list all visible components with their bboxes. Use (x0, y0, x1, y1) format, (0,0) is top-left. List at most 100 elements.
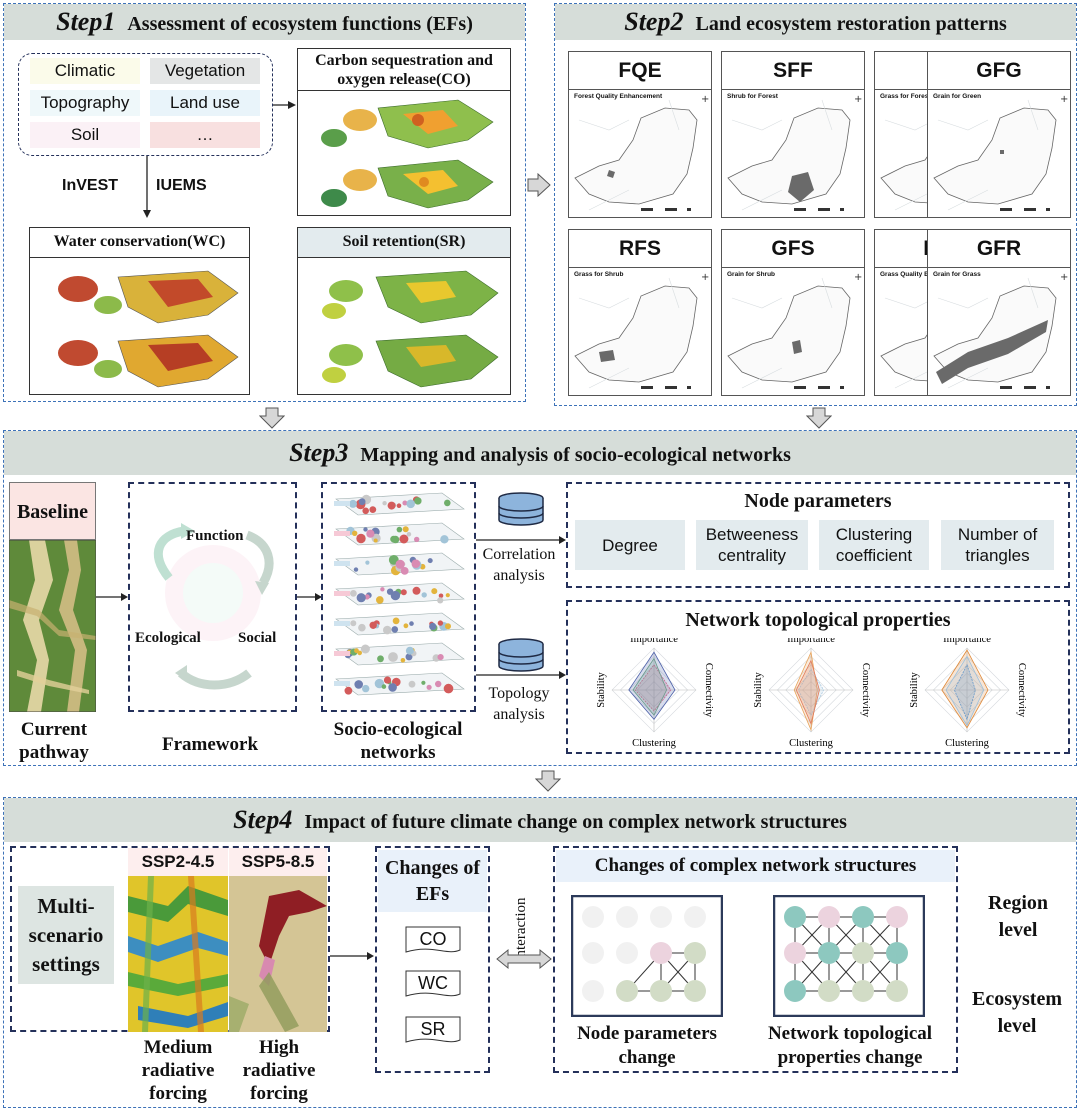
network-node (405, 653, 413, 661)
ef-chip-co: CO (405, 926, 461, 956)
network-node (445, 593, 450, 598)
graph-node (684, 942, 706, 964)
network-node (414, 536, 420, 543)
medium-forcing-label: Medium radiative forcing (141, 1037, 215, 1104)
graph-node (582, 906, 604, 928)
network-node (402, 526, 409, 533)
network-node (399, 534, 409, 544)
network-node (409, 621, 414, 626)
factor-group (18, 53, 273, 156)
network-node (435, 680, 442, 688)
current-pathway-label: Current pathway (19, 719, 89, 763)
scenario-to-efs-arrow (330, 952, 374, 960)
wc-maps (58, 270, 239, 388)
radar-axis-label: Connectivity (860, 663, 871, 718)
network-node (357, 650, 362, 656)
radar-axes (612, 648, 696, 732)
database-icon-correlation (498, 492, 544, 526)
network-node (396, 526, 403, 533)
network-stack (334, 492, 465, 696)
map-code: GFG (928, 52, 1070, 90)
graph-node (784, 942, 806, 964)
radar-axis-label: Stability (596, 671, 607, 707)
radar-axis-label: Importance (630, 638, 678, 645)
network-node (363, 527, 368, 532)
network-node (369, 506, 377, 513)
network-node (443, 683, 454, 694)
model-iuems: IUEMS (156, 177, 207, 194)
map-card-gfg: GFG Grain for Green + (927, 51, 1071, 218)
network-node (356, 593, 366, 603)
node-change-label: Node parameters change (577, 1023, 717, 1068)
radar-series (795, 659, 820, 725)
network-node (362, 684, 370, 693)
correlation-label: Correlation analysis (482, 546, 556, 584)
complex-box (553, 846, 958, 1073)
network-node (440, 535, 449, 544)
network-node (421, 592, 427, 598)
factor-soil: Soil (30, 122, 140, 148)
graph-node (818, 980, 840, 1002)
radar-chart-3: Importance Connectivity Clustering Stabilit… (909, 638, 1027, 749)
network-node (388, 652, 398, 662)
framework-label: Framework (161, 734, 259, 755)
restoration-map: + (933, 94, 1068, 211)
topology-label: Topology analysis (488, 685, 550, 723)
factor-topography: Topography (30, 90, 140, 116)
co-title: Carbon sequestration and oxygen release(… (298, 49, 510, 91)
ssp2-map (128, 876, 228, 1032)
network-layer-tag (334, 531, 350, 536)
step4-number: Step4 (233, 805, 293, 834)
factor-vegetation: Vegetation (150, 58, 260, 84)
svg-text:+: + (701, 272, 709, 283)
network-node (429, 622, 437, 630)
network-layer-tag (334, 501, 350, 506)
restoration-map: + (933, 272, 1068, 389)
step1-number: Step1 (56, 7, 116, 36)
network-node (437, 597, 444, 604)
network-layer-tag (334, 681, 350, 686)
network-node (427, 558, 433, 564)
map-code: GFS (722, 230, 864, 268)
sr-box: Soil retention(SR) (297, 227, 511, 395)
framework-node-ecological: Ecological (135, 630, 201, 646)
co-maps (321, 99, 494, 209)
network-node (344, 686, 353, 695)
graph-node (818, 942, 840, 964)
map-subtitle: Grass Quality Enhancement (880, 271, 967, 278)
radar-axis-label: Importance (787, 638, 835, 645)
radar-axis-label: Stability (753, 671, 764, 707)
radar-series (632, 657, 668, 716)
network-node (354, 680, 363, 689)
map-subtitle: Shrub for Forest (727, 93, 778, 100)
network-node (412, 586, 421, 595)
network-node (402, 500, 408, 506)
restoration-map: + (574, 94, 709, 211)
network-node (365, 560, 370, 565)
node-parameters-box (566, 482, 1070, 588)
network-node (437, 620, 444, 626)
step2-panel: Step2 Land ecosystem restoration pattern… (554, 3, 1077, 406)
co-box: Carbon sequestration and oxygen release(… (297, 48, 511, 216)
restoration-map: + (574, 272, 709, 389)
graph-node (582, 942, 604, 964)
efs-box (375, 846, 490, 1073)
network-node (352, 530, 358, 536)
restoration-map: + (727, 272, 862, 389)
step3-left-arrows (96, 593, 322, 601)
network-layer-tag (334, 621, 350, 626)
step2-title: Land ecosystem restoration patterns (695, 13, 1007, 35)
network-node (391, 626, 399, 633)
radar-axis-label: Stability (909, 671, 920, 707)
network-node (403, 623, 409, 629)
factor-climatic: Climatic (30, 58, 140, 84)
graph-node (852, 906, 874, 928)
step2-number: Step2 (624, 7, 684, 36)
graph-node (684, 980, 706, 1002)
networks-box (321, 482, 476, 712)
step4-panel: Step4 Impact of future climate change on… (3, 797, 1077, 1108)
network-node (386, 588, 394, 595)
network-node (390, 590, 401, 601)
graph-node (784, 906, 806, 928)
graph-node (784, 980, 806, 1002)
